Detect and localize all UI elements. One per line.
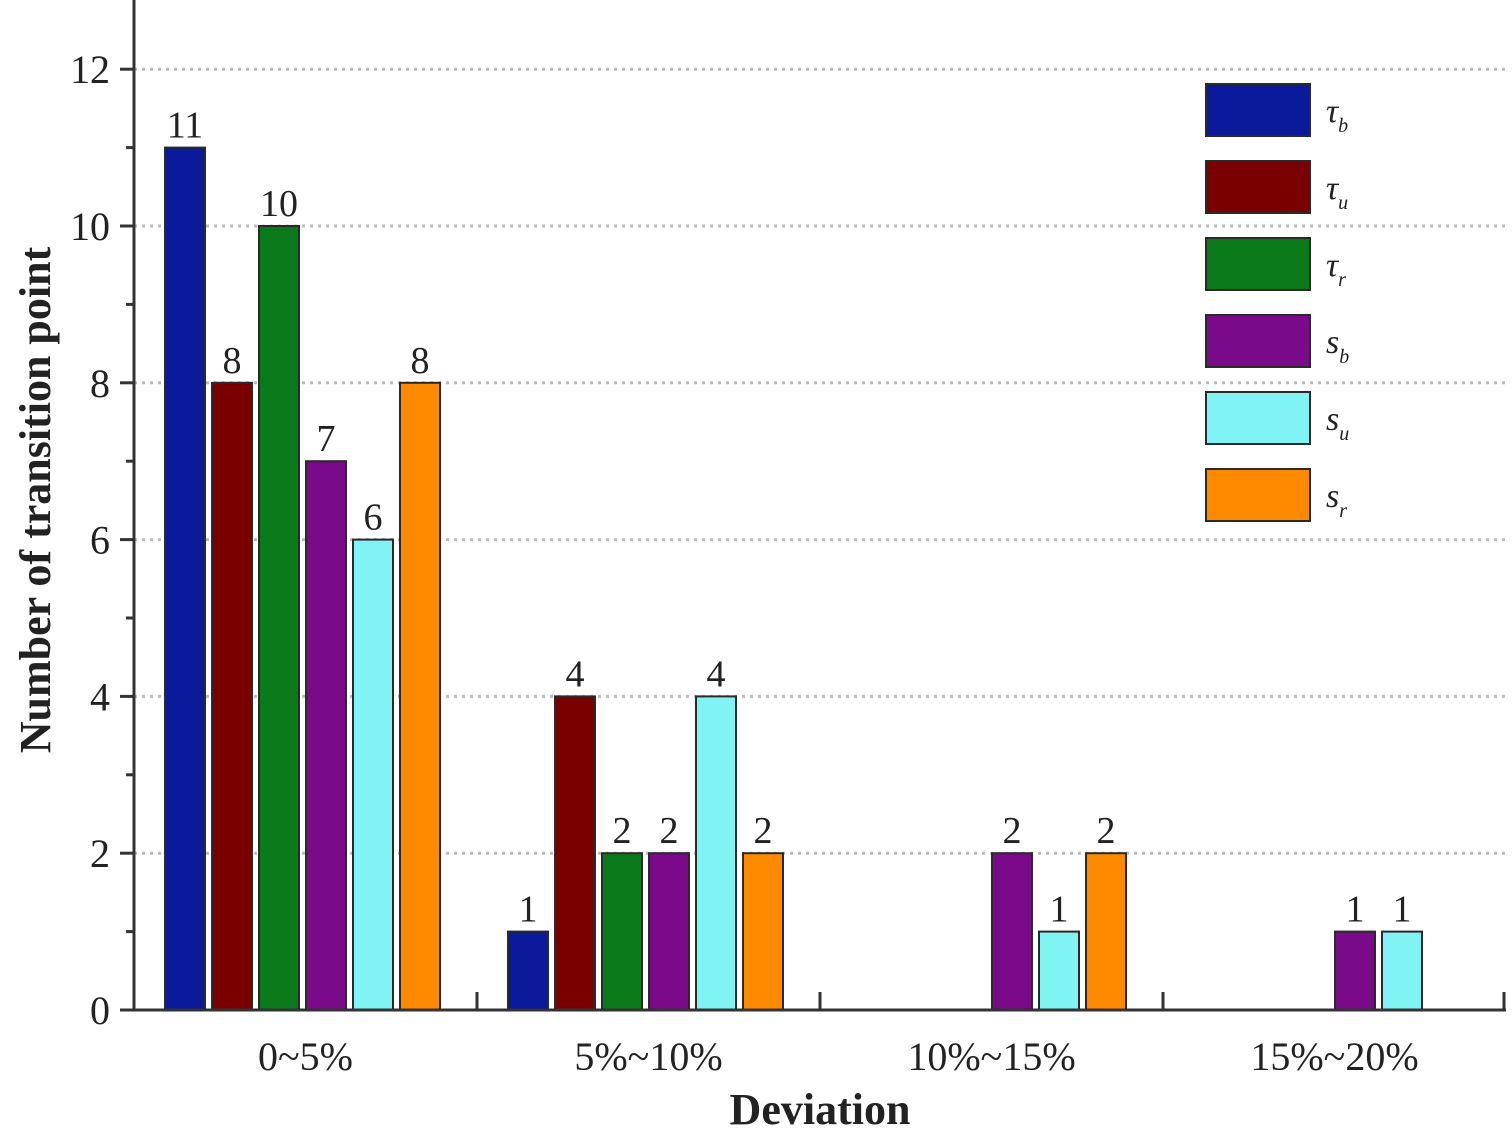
bar-τr: [601, 852, 643, 1012]
bar-value-label: 2: [660, 810, 679, 852]
legend-swatch-τr: [1205, 237, 1311, 291]
y-tick-label: 6: [90, 518, 110, 563]
bar-value-label: 10: [260, 183, 298, 225]
bar-value-label: 8: [411, 340, 430, 382]
bar-sr: [399, 381, 441, 1011]
bar-value-label: 2: [613, 810, 632, 852]
bar-value-label: 2: [754, 810, 773, 852]
x-tick-label: 0~5%: [258, 1034, 353, 1079]
y-tick-label: 10: [70, 204, 110, 249]
y-tick-label: 4: [90, 674, 110, 719]
bar-su: [695, 695, 737, 1012]
bar-value-label: 7: [317, 418, 336, 460]
bars: [164, 146, 1423, 1012]
legend-label-su: su: [1326, 401, 1349, 445]
bar-sb: [1334, 930, 1376, 1011]
x-tick-label: 5%~10%: [574, 1034, 722, 1079]
legend-label-τr: τr: [1326, 247, 1346, 291]
bar-sr: [742, 852, 784, 1012]
bar-sb: [305, 460, 347, 1011]
legend-swatch-su: [1205, 391, 1311, 445]
legend-label-sb: sb: [1326, 324, 1349, 368]
x-tick-label: 15%~20%: [1250, 1034, 1418, 1079]
legend-swatch-sb: [1205, 314, 1311, 368]
legend-label-τu: τu: [1326, 170, 1348, 214]
legend-swatch-sr: [1205, 468, 1311, 522]
bar-τb: [507, 930, 549, 1011]
y-axis-title: Number of transition point: [11, 246, 60, 753]
bar-τu: [554, 695, 596, 1012]
bar-value-label: 8: [223, 340, 242, 382]
bar-su: [1381, 930, 1423, 1011]
y-tick-label: 12: [70, 47, 110, 92]
bar-sb: [991, 852, 1033, 1012]
bar-sr: [1085, 852, 1127, 1012]
bar-value-label: 11: [167, 105, 204, 147]
bar-value-label: 4: [707, 653, 726, 695]
bar-value-label: 2: [1097, 810, 1116, 852]
bar-τr: [258, 225, 300, 1011]
bar-value-label: 1: [1346, 889, 1365, 931]
x-tick-label: 10%~15%: [907, 1034, 1075, 1079]
legend-label-τb: τb: [1326, 93, 1348, 137]
x-axis-title: Deviation: [730, 1085, 911, 1134]
y-tick-label: 8: [90, 361, 110, 406]
bar-value-label: 4: [566, 653, 585, 695]
bar-value-label: 6: [364, 497, 383, 539]
bar-τu: [211, 381, 253, 1011]
bar-su: [352, 538, 394, 1011]
bar-τb: [164, 146, 206, 1012]
bar-value-label: 1: [519, 889, 538, 931]
bar-sb: [648, 852, 690, 1012]
legend: τb τu τr sb su sr: [1205, 83, 1349, 522]
legend-swatch-τu: [1205, 160, 1311, 214]
bar-value-label: 1: [1393, 889, 1412, 931]
bar-su: [1038, 930, 1080, 1011]
bar-value-label: 2: [1003, 810, 1022, 852]
legend-label-sr: sr: [1326, 478, 1347, 522]
y-tick-label: 2: [90, 831, 110, 876]
bar-value-label: 1: [1050, 889, 1069, 931]
legend-swatch-τb: [1205, 83, 1311, 137]
y-tick-label: 0: [90, 988, 110, 1033]
